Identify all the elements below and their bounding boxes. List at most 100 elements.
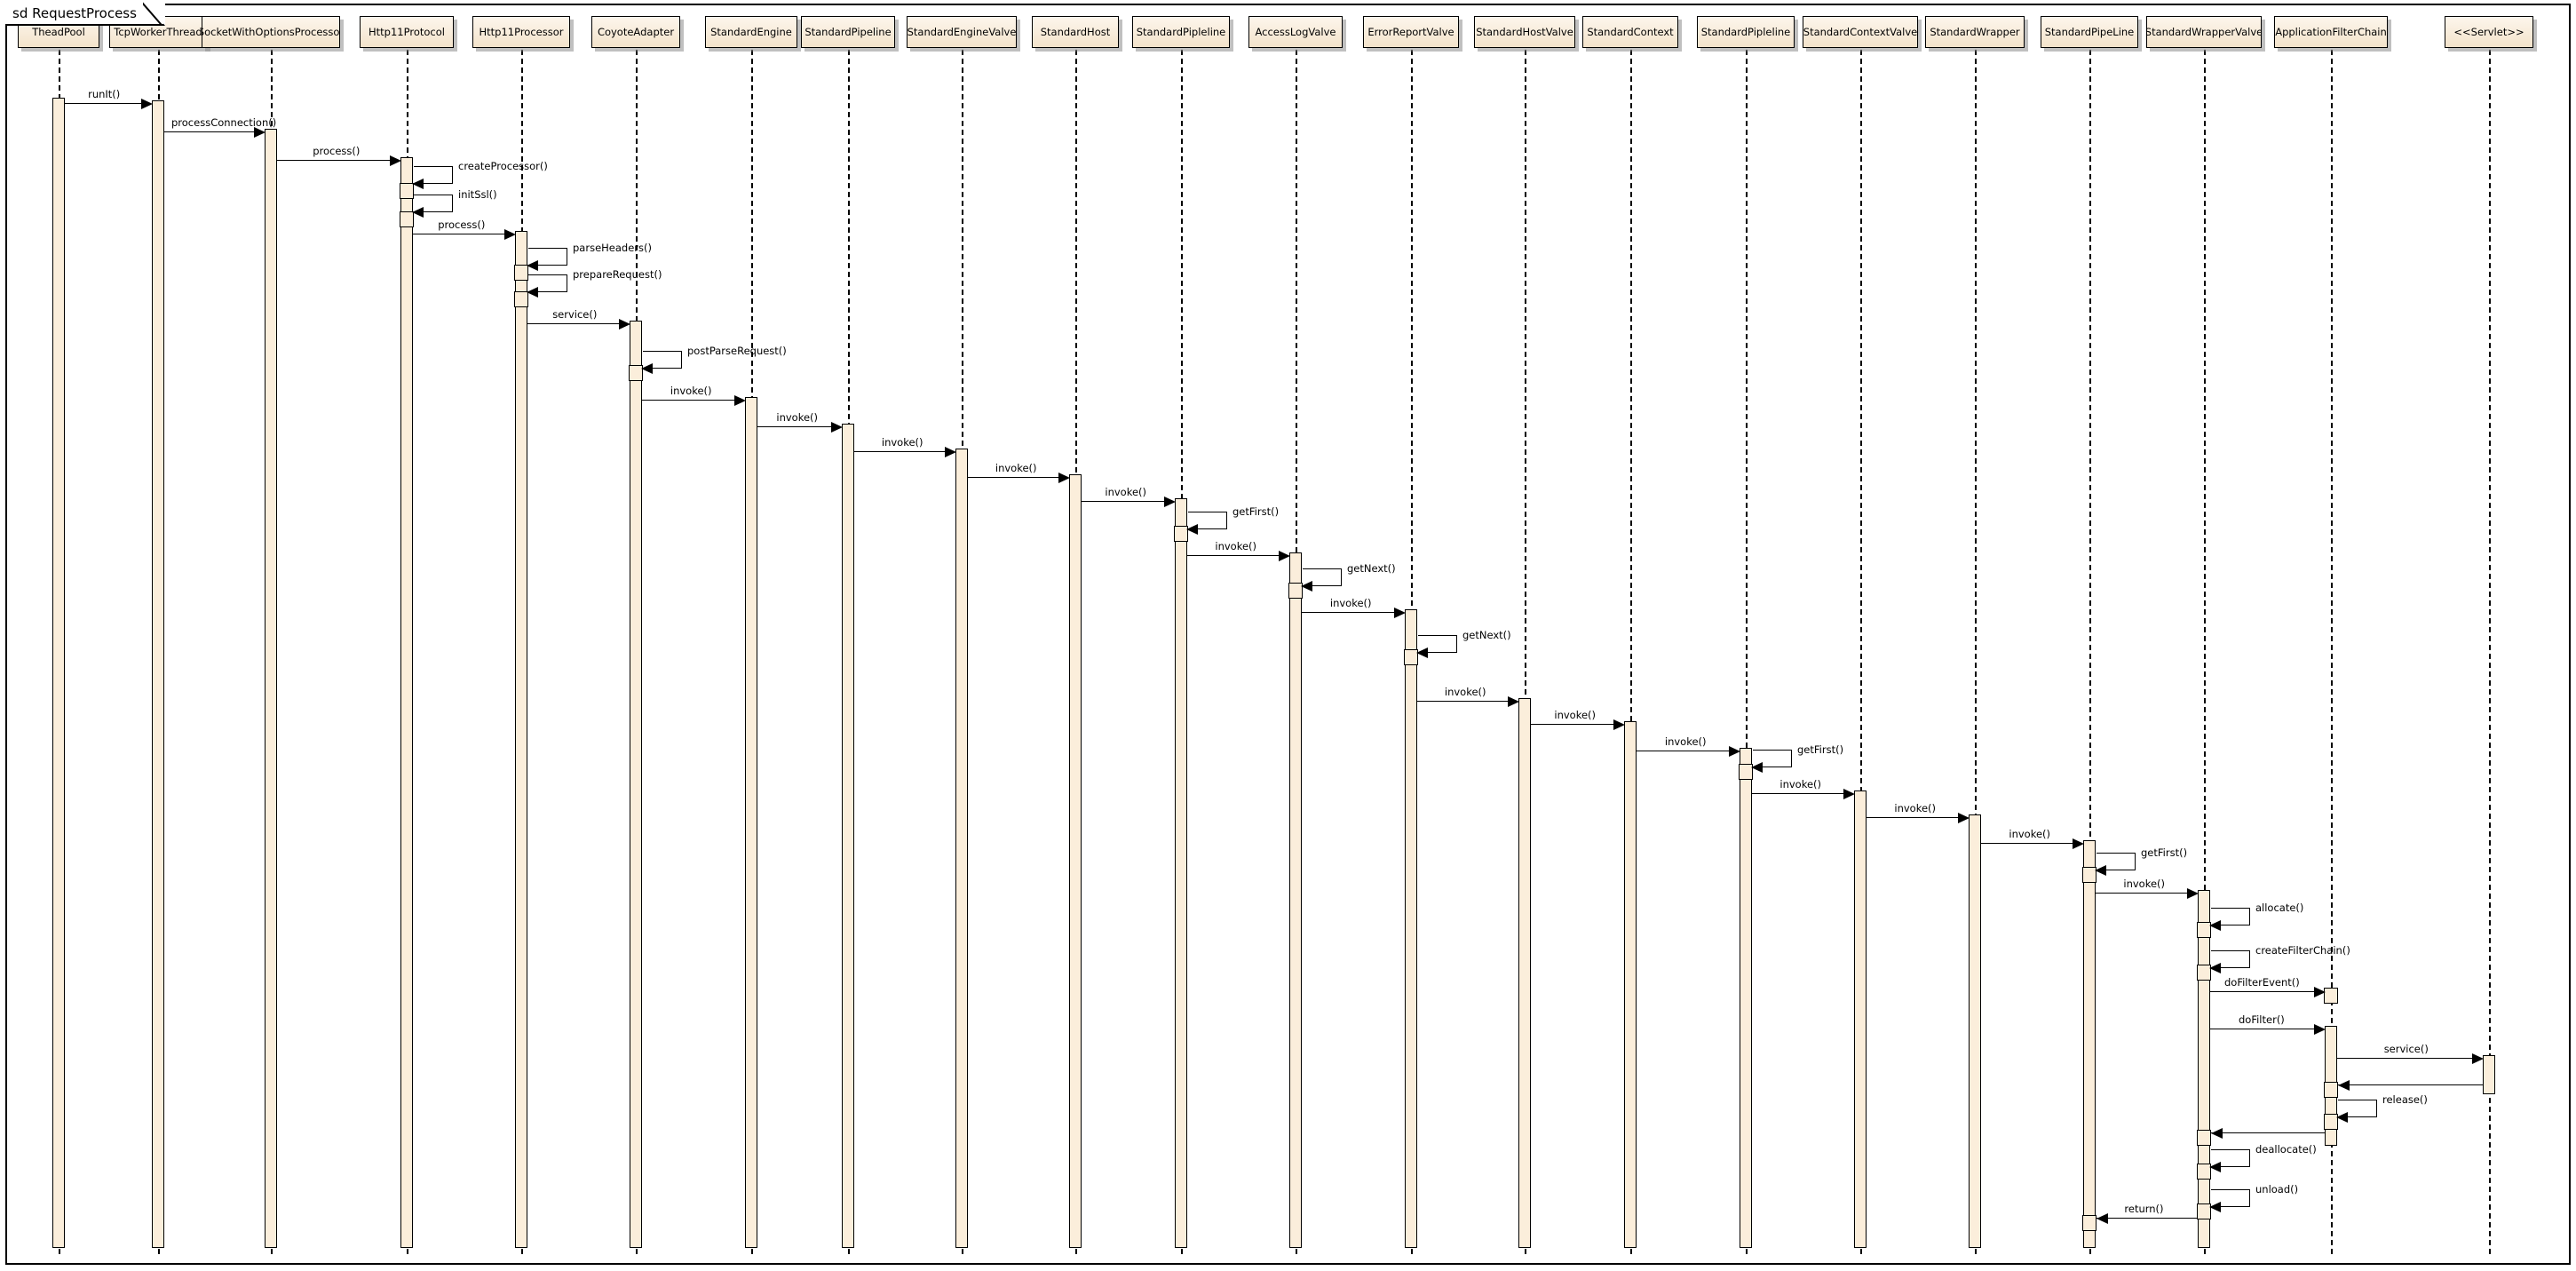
lifeline-header-standardpipleline2[interactable]: StandardPipleline	[1132, 16, 1230, 48]
message-line-m25	[1752, 793, 1853, 794]
message-line-m02	[164, 131, 264, 132]
arrowhead-left-m30	[2209, 920, 2221, 931]
arrowhead-right-m15	[1164, 496, 1176, 507]
activation-bar-standardpipleline2	[1175, 498, 1187, 1248]
activation-bar-standardcontextvalve	[1854, 790, 1867, 1248]
lifeline-header-standardpipleline3[interactable]: StandardPipleline	[1697, 16, 1795, 48]
lifeline-label: ErrorReportValve	[1367, 26, 1454, 38]
message-label-m06: process()	[438, 218, 486, 231]
arrowhead-left-m24	[1751, 762, 1763, 773]
lifeline-header-accesslogvalve[interactable]: AccessLogValve	[1248, 16, 1343, 48]
lifeline-header-standardwrappervalve[interactable]: StandardWrapperValve	[2146, 16, 2262, 48]
activation-bar-standardengine	[745, 397, 757, 1248]
activation-bar-http11processor	[514, 291, 528, 307]
self-message-bracket-m07	[528, 248, 567, 266]
message-label-m26: invoke()	[1894, 802, 1937, 814]
lifeline-header-standardcontextvalve[interactable]: StandardContextValve	[1803, 16, 1918, 48]
lifeline-header-standardpipeline1[interactable]: StandardPipeline	[801, 16, 895, 48]
frame-label-text: sd RequestProcess	[12, 5, 137, 21]
lifeline-header-standardcontext[interactable]: StandardContext	[1582, 16, 1678, 48]
self-message-bracket-m24	[1753, 750, 1792, 767]
self-message-bracket-m05	[414, 195, 453, 212]
activation-bar-standardenginevalve	[955, 449, 968, 1248]
arrowhead-right-m11	[734, 395, 746, 406]
activation-bar-http11processor	[514, 265, 528, 281]
lifeline-label: Http11Processor	[479, 26, 564, 38]
message-label-m02: processConnection()	[171, 116, 277, 129]
message-label-m21: invoke()	[1444, 686, 1486, 698]
arrowhead-right-m23	[1729, 746, 1740, 757]
activation-bar-standardhostvalve	[1518, 698, 1531, 1248]
lifeline-header-http11protocol[interactable]: Http11Protocol	[360, 16, 454, 48]
lifeline-dashed-line-standardpipeline4	[2089, 50, 2091, 1254]
arrowhead-right-m21	[1508, 696, 1519, 707]
message-label-m31: createFilterChain()	[2255, 944, 2350, 957]
activation-bar-standardwrappervalve	[2197, 1130, 2211, 1146]
message-line-m19	[1302, 612, 1404, 613]
activation-bar-standardcontext	[1624, 721, 1637, 1248]
arrowhead-right-m06	[504, 229, 516, 240]
lifeline-header-standardhostvalve[interactable]: StandardHostValve	[1474, 16, 1575, 48]
self-message-bracket-m16	[1188, 512, 1227, 529]
lifeline-label: Http11Protocol	[369, 26, 445, 38]
message-label-m24: getFirst()	[1797, 743, 1844, 756]
lifeline-label: StandardPipeline	[805, 26, 892, 38]
message-label-m11: invoke()	[670, 385, 712, 397]
message-line-m35	[2338, 1084, 2483, 1085]
arrowhead-right-m32	[2314, 987, 2326, 997]
lifeline-header-servlet[interactable]: <<Servlet>>	[2445, 16, 2533, 48]
activation-bar-http11processor	[515, 231, 527, 1248]
arrowhead-right-m19	[1394, 608, 1406, 618]
arrowhead-left-m35	[2338, 1080, 2350, 1091]
lifeline-header-socketwithoptions[interactable]: SocketWithOptionsProcessor	[202, 16, 340, 48]
message-line-m17	[1187, 555, 1288, 556]
lifeline-header-standardwrapper[interactable]: StandardWrapper	[1925, 16, 2025, 48]
lifeline-label: StandardPipleline	[1136, 26, 1226, 38]
message-line-m21	[1417, 701, 1518, 702]
message-label-m25: invoke()	[1779, 778, 1822, 790]
lifeline-label: StandardEngineValve	[907, 26, 1017, 38]
message-label-m19: invoke()	[1329, 597, 1372, 609]
lifeline-header-standardhost[interactable]: StandardHost	[1032, 16, 1119, 48]
arrowhead-right-m12	[831, 422, 843, 433]
lifeline-dashed-line-standardwrappervalve	[2204, 50, 2206, 1254]
lifeline-header-standardenginevalve[interactable]: StandardEngineValve	[907, 16, 1017, 48]
lifeline-label: StandardEngine	[710, 26, 792, 38]
lifeline-header-standardpipeline4[interactable]: StandardPipeLine	[2041, 16, 2138, 48]
arrowhead-left-m07	[527, 260, 538, 271]
lifeline-label: <<Servlet>>	[2453, 26, 2524, 38]
arrowhead-right-m01	[141, 99, 153, 109]
self-message-bracket-m04	[414, 166, 453, 184]
activation-bar-http11protocol	[400, 211, 414, 227]
arrowhead-left-m08	[527, 287, 538, 298]
message-label-m36: release()	[2382, 1093, 2428, 1106]
message-label-m34: service()	[2383, 1043, 2429, 1055]
activation-bar-applicationfilterchain	[2324, 988, 2338, 1004]
arrowhead-right-m26	[1958, 813, 1970, 823]
lifeline-header-standardengine[interactable]: StandardEngine	[705, 16, 797, 48]
lifeline-label: StandardWrapper	[1930, 26, 2020, 38]
message-line-m09	[527, 323, 629, 324]
self-message-bracket-m20	[1418, 635, 1457, 653]
message-label-m40: return()	[2124, 1203, 2164, 1215]
lifeline-header-http11processor[interactable]: Http11Processor	[472, 16, 570, 48]
message-label-m27: invoke()	[2009, 828, 2051, 840]
lifeline-header-coyoteadapter[interactable]: CoyoteAdapter	[591, 16, 680, 48]
lifeline-dashed-line-standardwrapper	[1975, 50, 1977, 1254]
lifeline-header-applicationfilterchain[interactable]: ApplicationFilterChain	[2274, 16, 2388, 48]
lifeline-label: StandardContextValve	[1803, 26, 1918, 38]
message-line-m40	[2096, 1218, 2198, 1219]
arrowhead-right-m02	[254, 127, 266, 138]
message-label-m38: deallocate()	[2255, 1143, 2317, 1156]
message-label-m12: invoke()	[776, 411, 819, 424]
message-label-m05: initSsl()	[458, 188, 497, 201]
message-line-m26	[1867, 817, 1968, 818]
arrowhead-right-m03	[390, 155, 401, 166]
message-line-m34	[2337, 1058, 2482, 1059]
arrowhead-left-m40	[2096, 1213, 2108, 1224]
lifeline-header-errorreportvalve[interactable]: ErrorReportValve	[1363, 16, 1459, 48]
message-line-m13	[854, 451, 955, 452]
arrowhead-right-m25	[1843, 789, 1855, 799]
lifeline-dashed-line-standardcontext	[1630, 50, 1632, 1254]
arrowhead-left-m39	[2209, 1202, 2221, 1212]
